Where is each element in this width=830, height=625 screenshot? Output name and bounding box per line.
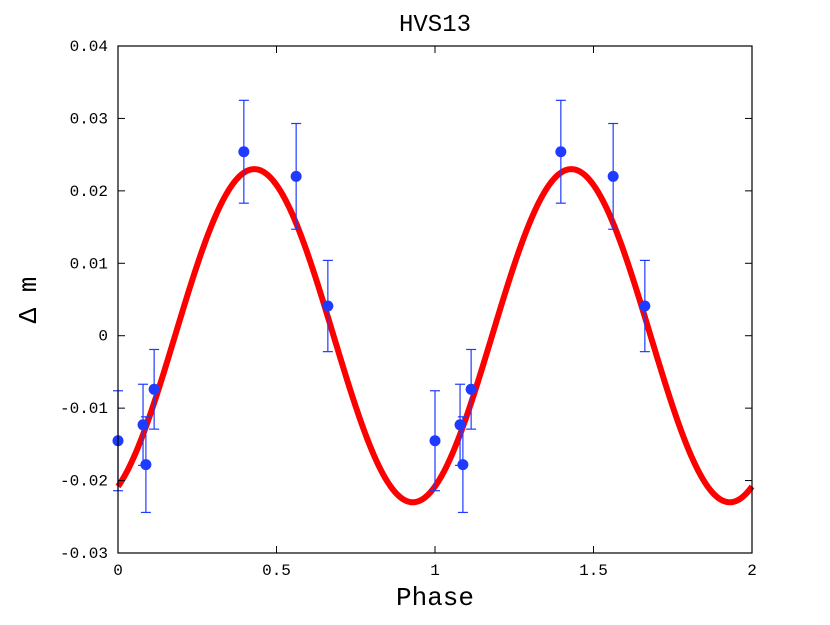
data-marker [140,459,152,471]
data-marker [457,459,469,471]
data-point [290,122,302,230]
data-point [137,383,149,466]
data-marker [555,146,567,158]
x-axis-label: Phase [396,583,474,613]
y-tick-label: 0.03 [70,110,108,128]
data-point [457,416,469,514]
y-axis-label: Δ m [14,277,44,324]
y-tick-label: -0.01 [60,400,108,418]
y-tick-label: 0.01 [70,255,108,273]
data-point [322,259,334,353]
y-tick-label: 0 [98,328,108,346]
data-marker [454,419,466,431]
data-point [148,348,160,430]
y-tick-label: 0.04 [70,38,108,56]
x-tick-label: 1.5 [579,562,608,580]
y-tick-label: 0.02 [70,183,108,201]
data-point [555,99,567,204]
data-marker [465,383,477,395]
data-marker [429,435,441,447]
data-marker [290,170,302,182]
data-point [454,383,466,466]
data-marker [148,383,160,395]
data-point [639,259,651,353]
data-point [429,390,441,492]
y-tick-label: -0.03 [60,545,108,563]
data-point [607,122,619,230]
y-tick-label: -0.02 [60,473,108,491]
data-marker [322,300,334,312]
chart-title: HVS13 [399,12,471,39]
data-marker [238,146,250,158]
data-point [238,99,250,204]
data-point [465,348,477,430]
data-point [140,416,152,514]
data-marker [137,419,149,431]
x-tick-label: 0 [113,562,123,580]
x-tick-label: 0.5 [262,562,291,580]
x-tick-label: 1 [430,562,440,580]
x-tick-label: 2 [747,562,757,580]
data-marker [607,170,619,182]
data-marker [639,300,651,312]
